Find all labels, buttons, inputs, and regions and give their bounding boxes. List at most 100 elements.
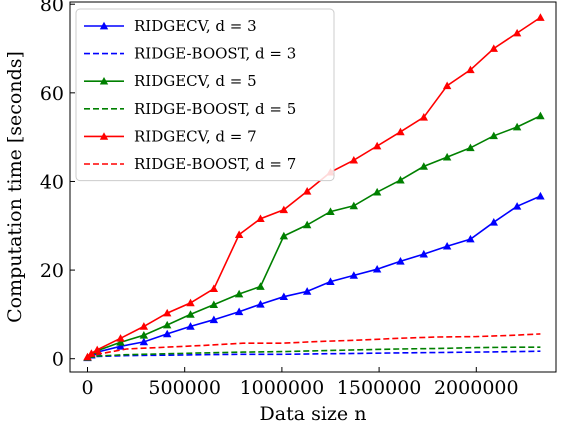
data-point xyxy=(186,310,195,318)
data-point xyxy=(512,28,522,37)
data-point xyxy=(396,175,405,184)
data-point xyxy=(93,345,102,354)
series-line xyxy=(87,195,541,359)
data-point xyxy=(163,320,172,329)
legend-box xyxy=(75,8,335,182)
series-group xyxy=(87,350,541,359)
series-line xyxy=(87,115,541,359)
data-point xyxy=(116,342,125,350)
series-line xyxy=(87,346,541,359)
data-point xyxy=(349,271,359,279)
data-point xyxy=(466,234,475,243)
legend-label: RIDGECV, d = 5 xyxy=(134,72,257,90)
data-point xyxy=(279,292,289,301)
data-point xyxy=(279,231,289,240)
data-point xyxy=(489,218,498,226)
data-point xyxy=(302,220,312,229)
data-point xyxy=(209,300,219,309)
data-point xyxy=(536,191,545,200)
legend-marker xyxy=(99,132,109,140)
data-point xyxy=(139,322,149,330)
data-point xyxy=(87,349,96,357)
legend-marker xyxy=(99,21,109,30)
legend-item: RIDGE-BOOST, d = 7 xyxy=(84,155,296,173)
data-point xyxy=(186,322,195,330)
data-point xyxy=(279,205,289,214)
legend-item: RIDGE-BOOST, d = 3 xyxy=(84,45,296,63)
data-point xyxy=(163,308,172,317)
data-point xyxy=(209,284,219,293)
y-tick-label: 80 xyxy=(40,0,64,16)
tick-layer: 0 500000 1000000 1500000 2000000 0 20 40 60 80 xyxy=(40,0,519,399)
series-line xyxy=(86,16,541,358)
data-point xyxy=(536,13,545,21)
legend-item: RIDGECV, d = 7 xyxy=(84,127,257,145)
legend-label: RIDGE-BOOST, d = 3 xyxy=(134,45,296,63)
data-point xyxy=(489,44,498,52)
data-point xyxy=(419,113,429,121)
data-point xyxy=(536,111,545,120)
y-axis-label: Computation time [seconds] xyxy=(4,51,26,323)
data-point xyxy=(349,155,359,164)
x-tick-label: 500000 xyxy=(148,377,221,399)
series-group xyxy=(87,333,541,359)
series-group xyxy=(83,191,545,362)
data-point xyxy=(442,241,452,250)
series-layer xyxy=(83,13,545,362)
legend-marker xyxy=(99,77,109,85)
data-point xyxy=(209,315,219,324)
data-point xyxy=(302,287,312,295)
data-point xyxy=(256,300,265,308)
data-point xyxy=(116,338,125,346)
data-point xyxy=(349,201,359,210)
series-group xyxy=(87,346,541,359)
data-point xyxy=(372,187,382,196)
legend-label: RIDGECV, d = 3 xyxy=(134,17,257,35)
data-point xyxy=(512,202,522,210)
legend-item: RIDGECV, d = 5 xyxy=(84,72,257,90)
data-point xyxy=(163,329,172,338)
data-point xyxy=(372,141,382,150)
data-point xyxy=(139,337,149,346)
data-point xyxy=(302,187,312,195)
data-point xyxy=(396,257,405,265)
x-tick-label: 1000000 xyxy=(240,377,325,399)
series-group xyxy=(83,111,545,361)
data-point xyxy=(512,122,522,131)
data-point xyxy=(234,307,244,316)
legend-label: RIDGE-BOOST, d = 5 xyxy=(134,100,296,118)
legend-label: RIDGE-BOOST, d = 7 xyxy=(134,155,296,173)
legend-item: RIDGECV, d = 3 xyxy=(84,17,257,35)
x-tick-label: 0 xyxy=(81,377,93,399)
legend-item: RIDGE-BOOST, d = 5 xyxy=(84,100,296,118)
x-tick-label: 2000000 xyxy=(434,377,519,399)
data-point xyxy=(326,207,335,215)
legend: RIDGECV, d = 3 RIDGE-BOOST, d = 3 RIDGECV,… xyxy=(75,8,335,182)
data-point xyxy=(419,249,429,258)
x-axis-label: Data size n xyxy=(260,403,367,425)
series-line xyxy=(87,350,541,359)
data-point xyxy=(256,214,265,223)
y-tick-label: 40 xyxy=(40,171,64,193)
data-point xyxy=(396,127,405,136)
data-point xyxy=(139,331,149,339)
legend-label: RIDGECV, d = 7 xyxy=(134,127,257,145)
series-line xyxy=(87,333,541,359)
data-point xyxy=(234,289,244,298)
data-point xyxy=(419,162,429,170)
data-point xyxy=(116,334,125,342)
data-point xyxy=(466,65,475,74)
data-point xyxy=(186,298,195,307)
plot-frame xyxy=(69,1,557,373)
data-point xyxy=(326,277,335,285)
data-point xyxy=(256,282,265,290)
data-point xyxy=(372,264,382,273)
data-point xyxy=(466,143,475,152)
x-tick-label: 1500000 xyxy=(337,377,422,399)
data-point xyxy=(442,81,452,90)
data-point xyxy=(234,230,244,238)
data-point xyxy=(489,131,498,140)
y-tick-label: 20 xyxy=(40,260,64,282)
y-tick-label: 60 xyxy=(40,83,64,105)
